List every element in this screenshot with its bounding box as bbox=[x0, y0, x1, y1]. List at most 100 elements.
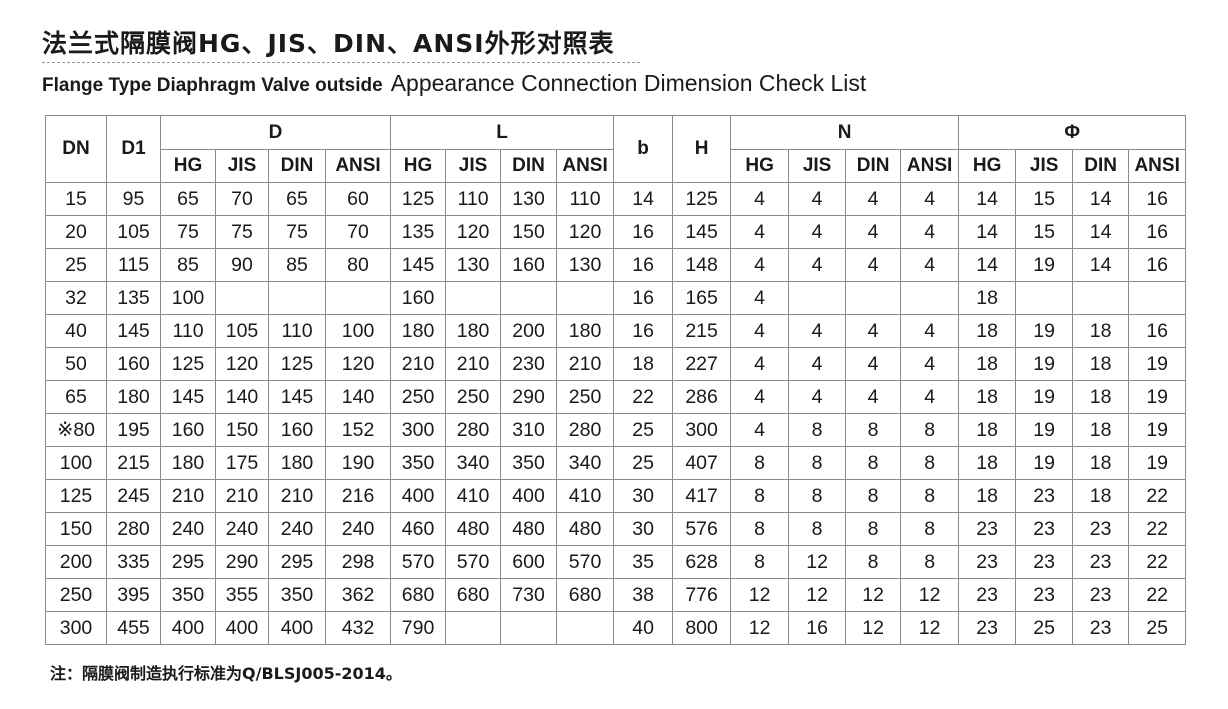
table-cell: 4 bbox=[788, 248, 847, 282]
table-cell: 250 bbox=[445, 380, 502, 414]
table-cell: 210 bbox=[268, 479, 326, 513]
table-cell: 180 bbox=[445, 314, 502, 348]
table-cell: 160 bbox=[500, 248, 558, 282]
table-cell bbox=[500, 281, 558, 315]
table-row: 50 160 125 120 125 120 210 210 230 210 18 227 4 4 4 4 18… bbox=[45, 347, 1187, 381]
table-cell: 295 bbox=[268, 545, 326, 579]
table-cell: 18 bbox=[958, 479, 1017, 513]
table-cell: 38 bbox=[613, 578, 674, 612]
subheader-hg: HG bbox=[160, 149, 216, 183]
table-cell: 4 bbox=[730, 314, 790, 348]
table-cell: 32 bbox=[45, 281, 107, 315]
table-cell: 40 bbox=[45, 314, 107, 348]
table-cell: 400 bbox=[390, 479, 447, 513]
table-cell bbox=[556, 281, 615, 315]
table-row: 100 215 180 175 180 190 350 340 350 340 25 407 8 8 8 8 1… bbox=[45, 446, 1187, 480]
table-cell: 19 bbox=[1015, 380, 1074, 414]
table-cell: 8 bbox=[730, 512, 790, 546]
table-cell: 14 bbox=[1072, 248, 1130, 282]
table-cell: 125 bbox=[268, 347, 326, 381]
subheader-din: DIN bbox=[1072, 149, 1130, 183]
table-cell: 165 bbox=[672, 281, 732, 315]
table-cell: 150 bbox=[45, 512, 107, 546]
table-cell: 19 bbox=[1015, 347, 1074, 381]
table-cell: 95 bbox=[106, 182, 161, 216]
table-cell: 22 bbox=[1128, 545, 1187, 579]
table-cell: 180 bbox=[106, 380, 161, 414]
table-cell: 150 bbox=[500, 215, 558, 249]
table-cell: 800 bbox=[672, 611, 732, 645]
table-cell: 8 bbox=[900, 512, 960, 546]
header-h: H bbox=[672, 115, 732, 183]
table-cell: 25 bbox=[613, 446, 674, 480]
table-cell: 120 bbox=[215, 347, 269, 381]
table-cell: 4 bbox=[788, 215, 847, 249]
table-cell bbox=[1128, 281, 1187, 315]
table-row: ※80 195 160 150 160 152 300 280 310 280 25 300 4 8 8 8 1… bbox=[45, 413, 1187, 447]
subheader-din: DIN bbox=[268, 149, 326, 183]
table-cell: 145 bbox=[390, 248, 447, 282]
table-cell: 145 bbox=[268, 380, 326, 414]
table-cell: 280 bbox=[445, 413, 502, 447]
table-row: 32 135 100 160 16 165 4 18 bbox=[45, 281, 1187, 315]
table-cell: 152 bbox=[324, 413, 392, 447]
table-cell: 23 bbox=[1072, 611, 1130, 645]
table-cell: 14 bbox=[1072, 182, 1130, 216]
table-cell bbox=[1015, 281, 1074, 315]
table-cell: 570 bbox=[445, 545, 502, 579]
table-cell: 576 bbox=[672, 512, 732, 546]
table-cell: 18 bbox=[1072, 413, 1130, 447]
table-cell: 4 bbox=[900, 314, 960, 348]
subheader-ansi: ANSI bbox=[556, 149, 615, 183]
table-cell: 310 bbox=[500, 413, 558, 447]
table-cell: 14 bbox=[958, 215, 1017, 249]
table-cell: 100 bbox=[160, 281, 216, 315]
table-row: 300 455 400 400 400 432 790 40 800 12 16 12 12 23 25 23… bbox=[45, 611, 1187, 645]
table-cell: 18 bbox=[1072, 446, 1130, 480]
table-cell: 40 bbox=[613, 611, 674, 645]
table-cell: 16 bbox=[613, 314, 674, 348]
table-cell: 216 bbox=[324, 479, 392, 513]
table-cell: 19 bbox=[1128, 347, 1187, 381]
table-cell: 16 bbox=[1128, 248, 1187, 282]
table-cell: 417 bbox=[672, 479, 732, 513]
table-cell: 110 bbox=[556, 182, 615, 216]
table-cell: 35 bbox=[613, 545, 674, 579]
table-cell: 135 bbox=[106, 281, 161, 315]
table-cell: 8 bbox=[900, 446, 960, 480]
table-cell: 4 bbox=[788, 182, 847, 216]
table-cell: 8 bbox=[730, 545, 790, 579]
table-cell: 18 bbox=[958, 347, 1017, 381]
table-cell bbox=[268, 281, 326, 315]
table-cell: 23 bbox=[1072, 512, 1130, 546]
table-cell: 4 bbox=[730, 347, 790, 381]
table-cell: 18 bbox=[958, 314, 1017, 348]
table-cell: 23 bbox=[958, 578, 1017, 612]
table-cell: 65 bbox=[268, 182, 326, 216]
table-cell: 8 bbox=[788, 446, 847, 480]
table-cell: 130 bbox=[556, 248, 615, 282]
table-cell: 135 bbox=[390, 215, 447, 249]
table-cell: 18 bbox=[1072, 380, 1130, 414]
table-cell bbox=[500, 611, 558, 645]
subheader-hg: HG bbox=[730, 149, 790, 183]
table-cell bbox=[845, 281, 902, 315]
table-cell: 12 bbox=[730, 578, 790, 612]
header-d1: D1 bbox=[106, 115, 161, 183]
table-cell: 130 bbox=[500, 182, 558, 216]
table-cell: 790 bbox=[390, 611, 447, 645]
table-cell: 105 bbox=[215, 314, 269, 348]
table-cell: 286 bbox=[672, 380, 732, 414]
table-cell: 16 bbox=[613, 215, 674, 249]
header-row-standards: HG JIS DIN ANSI HG JIS DIN ANSI HG JIS DIN ANSI HG JI… bbox=[46, 149, 1187, 183]
table-cell: 85 bbox=[268, 248, 326, 282]
table-cell: 18 bbox=[1072, 347, 1130, 381]
table-cell: 410 bbox=[556, 479, 615, 513]
table-cell: 16 bbox=[1128, 215, 1187, 249]
table-cell: 160 bbox=[160, 413, 216, 447]
table-cell: 65 bbox=[160, 182, 216, 216]
table-cell: 18 bbox=[1072, 314, 1130, 348]
table-cell: 280 bbox=[106, 512, 161, 546]
table-cell: 14 bbox=[1072, 215, 1130, 249]
table-cell: 350 bbox=[268, 578, 326, 612]
